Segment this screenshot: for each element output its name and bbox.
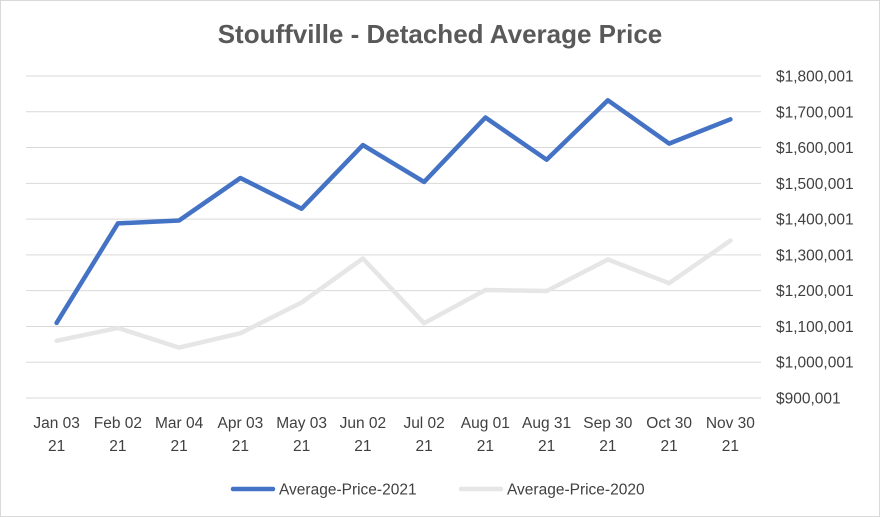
legend-label: Average-Price-2021	[279, 482, 417, 499]
x-tick-label-line2: 21	[477, 438, 494, 455]
series-lines	[54, 98, 733, 350]
x-tick-label-line2: 21	[722, 438, 739, 455]
x-tick-label-line2: 21	[599, 438, 616, 455]
x-tick-label-line1: Nov 30	[706, 415, 755, 432]
x-tick-label: Feb 02 21	[94, 415, 142, 455]
x-tick-label-line1: May 03	[276, 415, 327, 432]
x-tick-label: Jan 03 21	[33, 415, 80, 455]
x-tick-label-line1: Aug 31	[522, 415, 571, 432]
x-tick-label: Aug 31 21	[522, 415, 571, 455]
y-tick-label: $1,200,001	[776, 283, 854, 300]
x-tick-label-line1: Aug 01	[461, 415, 510, 432]
x-tick-label: Oct 30 21	[646, 415, 692, 455]
x-tick-label-line2: 21	[232, 438, 249, 455]
series-line-average-price-2021	[54, 98, 733, 326]
x-tick-label-line2: 21	[538, 438, 555, 455]
chart-title: Stouffville - Detached Average Price	[218, 19, 663, 49]
legend: Average-Price-2021 Average-Price-2020	[230, 482, 645, 499]
x-tick-label-line1: Apr 03	[218, 415, 264, 432]
y-tick-label: $1,300,001	[776, 247, 854, 264]
x-tick-label-line2: 21	[416, 438, 433, 455]
y-tick-label: $1,100,001	[776, 319, 854, 336]
series-line-average-price-2020	[54, 238, 733, 350]
x-tick-label-line2: 21	[109, 438, 126, 455]
x-tick-label: Apr 03 21	[218, 415, 264, 455]
x-tick-label-line1: Sep 30	[583, 415, 633, 432]
x-tick-label-line1: Oct 30	[646, 415, 692, 432]
y-axis: $900,001 $1,000,001 $1,100,001 $1,200,001 $1…	[776, 69, 854, 408]
y-tick-label: $900,001	[776, 391, 841, 408]
y-tick-label: $1,700,001	[776, 104, 854, 121]
x-tick-label: Aug 01 21	[461, 415, 510, 455]
x-tick-label: Mar 04 21	[155, 415, 204, 455]
x-tick-label: Jul 02 21	[403, 415, 444, 455]
x-tick-label-line2: 21	[293, 438, 310, 455]
y-tick-label: $1,000,001	[776, 355, 854, 372]
y-tick-label: $1,800,001	[776, 69, 854, 86]
x-tick-label-line1: Jul 02	[403, 415, 444, 432]
x-tick-label-line2: 21	[171, 438, 188, 455]
x-tick-label-line2: 21	[661, 438, 678, 455]
x-tick-label-line1: Feb 02	[94, 415, 142, 432]
x-axis: Jan 03 21 Feb 02 21 Mar 04 21 Apr 03 21 May 03 21…	[33, 415, 755, 455]
x-tick-label: Sep 30 21	[583, 415, 633, 455]
gridlines	[26, 75, 761, 399]
y-tick-label: $1,600,001	[776, 140, 854, 157]
y-tick-label: $1,500,001	[776, 176, 854, 193]
x-tick-label-line1: Jun 02	[340, 415, 387, 432]
x-tick-label: Jun 02 21	[340, 415, 387, 455]
x-tick-label: Nov 30 21	[706, 415, 755, 455]
x-tick-label-line1: Mar 04	[155, 415, 204, 432]
x-tick-label-line2: 21	[48, 438, 65, 455]
legend-label: Average-Price-2020	[507, 482, 645, 499]
y-tick-label: $1,400,001	[776, 212, 854, 229]
x-tick-label-line2: 21	[354, 438, 371, 455]
x-tick-label: May 03 21	[276, 415, 327, 455]
x-tick-label-line1: Jan 03	[33, 415, 80, 432]
